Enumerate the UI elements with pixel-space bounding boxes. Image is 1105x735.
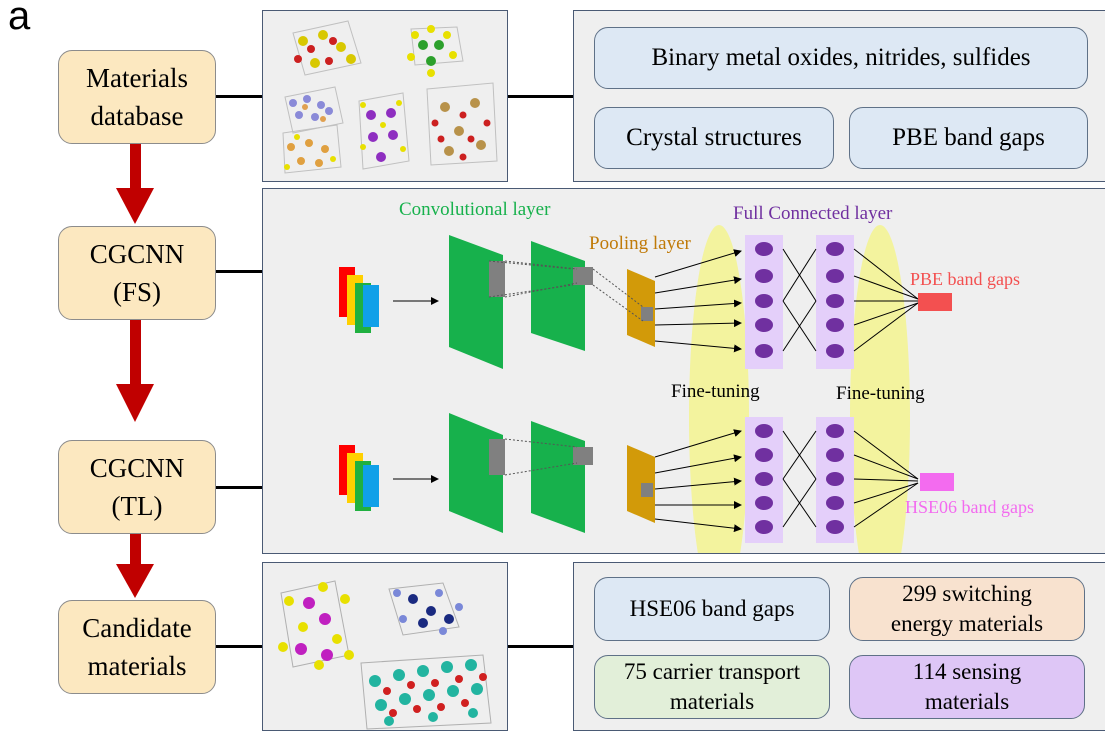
workflow-arrows <box>116 144 154 598</box>
down-arrow-icon <box>116 144 154 224</box>
network-panel: Convolutional layer Pooling layer Full C… <box>262 188 1105 609</box>
connector-line <box>215 645 263 648</box>
step-cgcnn-fs: CGCNN (FS) <box>58 226 216 320</box>
step-candidate-materials: Candidate materials <box>58 600 216 694</box>
panel-letter: a <box>8 0 31 38</box>
results-panel: HSE06 band gaps 299 switching energy mat… <box>573 562 1105 731</box>
input-feature-stack <box>339 445 379 511</box>
connector-line <box>215 270 263 273</box>
conv-feature-map <box>531 241 585 351</box>
conv-feature-map <box>449 235 503 369</box>
pooling-layer-label: Pooling layer <box>589 233 692 254</box>
cgcnn-network-diagram: Convolutional layer Pooling layer Full C… <box>339 199 1034 609</box>
result-switching-energy-materials: 299 switching energy materials <box>849 577 1085 641</box>
pbe-output-label: PBE band gaps <box>910 269 1020 289</box>
pbe-band-gaps-item: PBE band gaps <box>849 107 1088 169</box>
connector-line <box>215 95 263 98</box>
crystal-structures-item: Crystal structures <box>594 107 834 169</box>
result-carrier-transport-materials: 75 carrier transport materials <box>594 655 830 719</box>
crystal-structures-panel <box>262 10 508 182</box>
fc-layer-label: Full Connected layer <box>733 203 893 224</box>
input-feature-stack <box>339 267 379 333</box>
candidate-structures-panel <box>262 562 508 731</box>
down-arrow-icon <box>116 320 154 422</box>
fine-tuning-label-left: Fine-tuning <box>671 381 760 402</box>
connector-line <box>506 95 574 98</box>
database-panel: Binary metal oxides, nitrides, sulfides … <box>573 10 1105 182</box>
candidate-structures-image <box>278 580 492 730</box>
pbe-output-node <box>918 293 952 311</box>
conv-layer-label: Convolutional layer <box>399 199 551 220</box>
step-materials-database: Materials database <box>58 50 216 144</box>
hse06-output-label: HSE06 band gaps <box>905 497 1034 517</box>
step-cgcnn-tl: CGCNN (TL) <box>58 440 216 534</box>
down-arrow-icon <box>116 534 154 598</box>
binary-compounds-item: Binary metal oxides, nitrides, sulfides <box>594 27 1088 89</box>
connector-line <box>506 645 574 648</box>
hse06-output-node <box>920 473 954 491</box>
conv-feature-map <box>531 421 585 533</box>
result-sensing-materials: 114 sensing materials <box>849 655 1085 719</box>
result-hse06-band-gaps: HSE06 band gaps <box>594 577 830 641</box>
connector-line <box>215 486 263 489</box>
fine-tuning-label-right: Fine-tuning <box>836 383 925 404</box>
crystal-structures-image <box>282 20 498 174</box>
